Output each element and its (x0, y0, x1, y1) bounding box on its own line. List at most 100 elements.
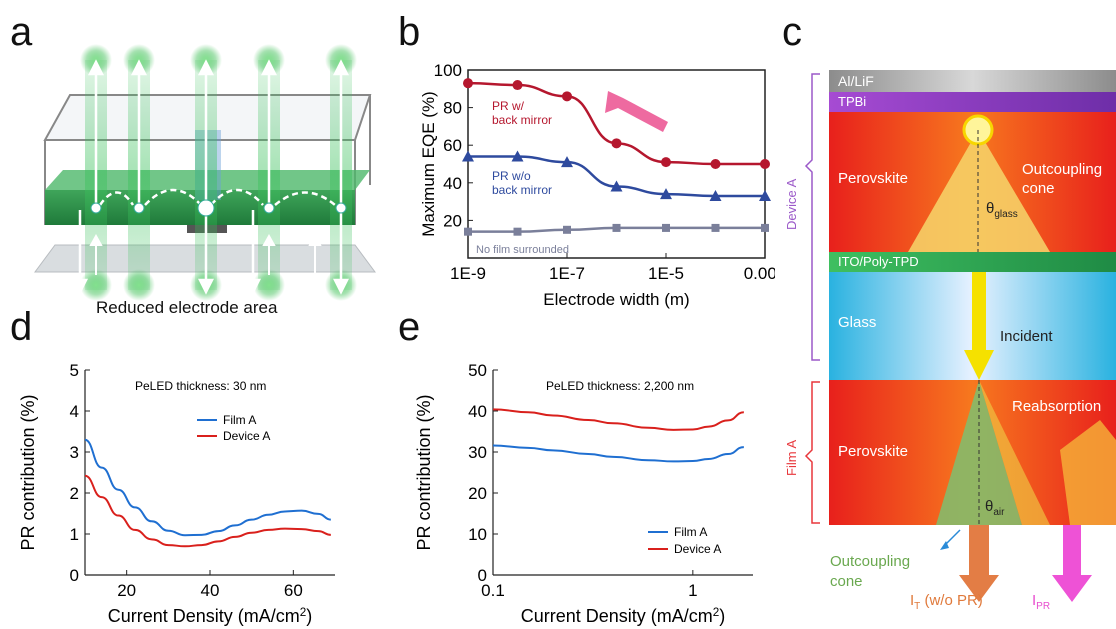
outcoupling-label-top: Outcoupling cone (1022, 161, 1103, 197)
y-tick-label: 100 (434, 61, 462, 80)
series-label-3: No film surrounded (476, 244, 569, 256)
ipr-arrow (1052, 525, 1092, 602)
x-tick-label: 20 (117, 581, 136, 600)
x-tick-label: 1E-7 (549, 264, 585, 283)
outcoupling-cone-top (908, 130, 1050, 252)
emitter-stars (90, 199, 347, 217)
data-point (611, 138, 622, 149)
series-line-2 (492, 408, 744, 431)
x-tick-label: 0.001 (744, 264, 775, 283)
trend-arrow (605, 91, 668, 132)
data-point (562, 91, 572, 102)
legend-label-1: Film A (223, 413, 256, 427)
y-tick-label: 60 (443, 136, 462, 155)
y-tick-label: 10 (468, 525, 487, 544)
data-point (561, 156, 573, 168)
data-point (512, 80, 523, 91)
series-line-1 (84, 438, 331, 537)
y-axis-label: PR contribution (%) (20, 394, 38, 550)
film-bracket (804, 381, 820, 524)
y-tick-label: 30 (468, 443, 487, 462)
x-axis-label: Current Density (mA/cm2) (521, 606, 726, 627)
series-label-2b: back mirror (492, 183, 552, 197)
layer-label-glass: Glass (838, 314, 877, 331)
layer-label-perovskite-film: Perovskite (838, 443, 909, 460)
y-tick-label: 20 (468, 484, 487, 503)
data-point (759, 189, 771, 201)
incident-label: Incident (1000, 328, 1053, 345)
y-tick-label: 50 (468, 361, 487, 380)
y-tick-label: 1 (70, 525, 79, 544)
data-point (710, 159, 721, 169)
data-point (610, 180, 623, 192)
panel-a-caption: Reduced electrode area (96, 298, 278, 317)
series-label-1b: back mirror (492, 113, 552, 127)
y-tick-label: 80 (443, 99, 462, 118)
y-tick-label: 40 (443, 174, 462, 193)
chart-d: 0 1 2 3 4 5 20 40 60 Current Density (mA/cm2) PR c… (20, 361, 335, 627)
data-point (660, 188, 672, 200)
layer-label-al-lif: Al/LiF (838, 73, 874, 89)
chart-title: PeLED thickness: 2,200 nm (546, 379, 694, 393)
it-arrow (959, 525, 999, 602)
x-axis-label: Electrode width (m) (543, 290, 689, 309)
theta-glass-label: θglass (986, 200, 1018, 220)
y-tick-label: 4 (70, 402, 79, 421)
data-point (511, 150, 524, 162)
x-tick-label: 1E-5 (648, 264, 684, 283)
x-axis-label: Current Density (mA/cm2) (108, 606, 313, 627)
y-tick-label: 40 (468, 402, 487, 421)
chart-b: 20 40 60 80 100 1E-9 1E-7 1E-5 0.001 Electrode wi… (420, 61, 775, 309)
incident-arrow (964, 272, 994, 380)
panel-c-schematic (804, 70, 1116, 602)
x-tick-label: 0.1 (481, 581, 505, 600)
data-point (563, 225, 571, 234)
layer-label-tpbi: TPBi (838, 94, 867, 109)
data-point (463, 78, 473, 89)
panel-letter-b: b (398, 10, 421, 54)
data-point (464, 227, 472, 236)
data-point (760, 159, 770, 169)
device-bracket (804, 73, 820, 361)
panel-letter-e: e (398, 305, 421, 349)
film-a-label: Film A (784, 439, 799, 476)
legend-label-1: Film A (674, 525, 707, 539)
data-point (661, 157, 671, 168)
reabsorption-beam (1060, 420, 1116, 525)
y-axis-label: Maximum EQE (%) (420, 91, 438, 236)
y-tick-label: 3 (70, 443, 79, 462)
up-arrows (87, 59, 350, 208)
chart-title: PeLED thickness: 30 nm (135, 379, 266, 393)
outcoupling-label-bottom: Outcoupling cone (830, 553, 911, 590)
data-point (709, 189, 722, 201)
layer-tpbi (829, 92, 1116, 112)
x-tick-label: 1 (688, 581, 697, 600)
photon-recycling-arrows (98, 188, 336, 206)
y-tick-label: 20 (443, 211, 462, 230)
data-point (462, 150, 474, 162)
legend-label-2: Device A (674, 542, 721, 556)
data-point (513, 227, 522, 236)
chart-e: 0 10 20 30 40 50 0.1 1 Current Density (mA/cm2) P… (414, 361, 753, 627)
layer-label-ito: ITO/Poly-TPD (838, 254, 919, 269)
panel-letter-c: c (782, 10, 802, 54)
layer-ito (829, 252, 1116, 272)
y-tick-label: 0 (478, 566, 487, 585)
panel-letter-a: a (10, 10, 33, 54)
series-line-1 (492, 444, 744, 463)
theta-air-label: θair (985, 498, 1005, 518)
data-point (612, 223, 621, 232)
y-tick-label: 5 (70, 361, 79, 380)
x-tick-label: 40 (201, 581, 220, 600)
y-tick-label: 0 (70, 566, 79, 585)
series-line-2 (84, 474, 331, 548)
x-tick-label: 60 (284, 581, 303, 600)
series-label-1: PR w/ (492, 99, 525, 113)
data-point (711, 223, 720, 232)
panel-a-illustration (34, 44, 376, 301)
down-arrows (71, 210, 350, 295)
y-axis-label: PR contribution (%) (414, 394, 434, 550)
it-label: IT (w/o PR) (910, 592, 983, 612)
panel-letter-d: d (10, 305, 33, 349)
series-label-2: PR w/o (492, 169, 531, 183)
